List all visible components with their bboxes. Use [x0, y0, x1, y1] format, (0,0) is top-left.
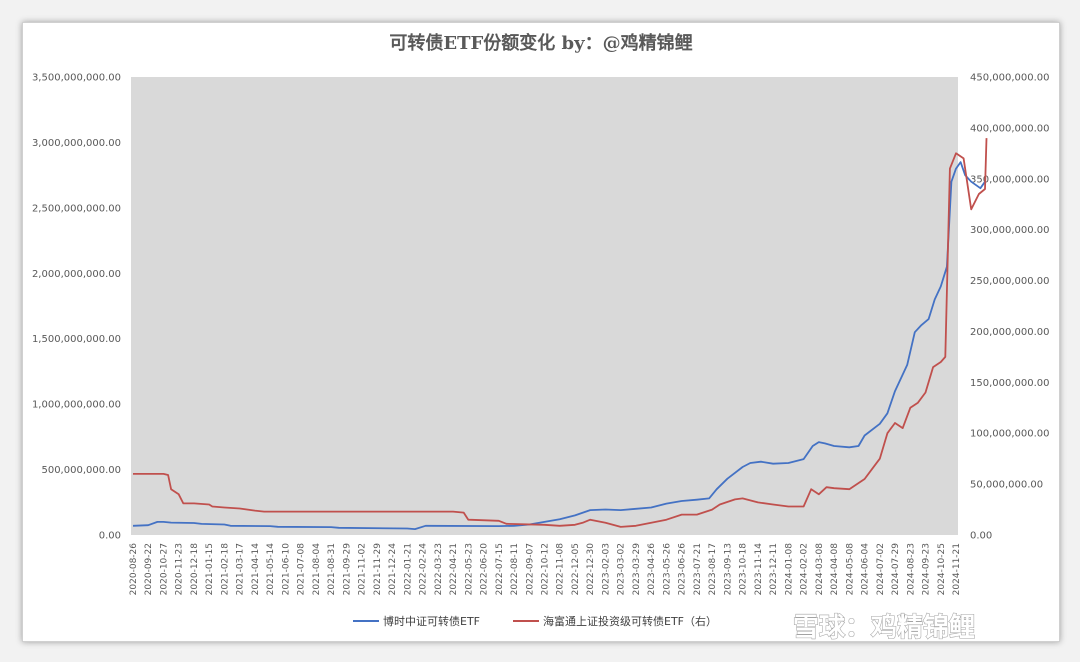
x-tick-label: 2023-03-02 [617, 543, 627, 595]
x-tick-label: 2024-06-04 [861, 543, 871, 596]
x-tick-label: 2024-05-08 [845, 543, 855, 596]
x-tick-label: 2020-10-27 [159, 543, 169, 595]
x-tick-label: 2021-11-29 [373, 543, 383, 596]
left-tick-label: 1,500,000,000.00 [32, 334, 121, 345]
x-tick-label: 2021-07-08 [297, 543, 307, 596]
x-tick-label: 2023-09-13 [723, 543, 733, 595]
x-tick-label: 2020-12-18 [190, 543, 200, 596]
watermark-text: 雪球：鸡精锦鲤 [793, 612, 975, 641]
x-tick-label: 2023-06-26 [678, 543, 688, 596]
x-tick-label: 2023-11-14 [754, 543, 764, 596]
series-line-2 [133, 138, 988, 528]
x-tick-label: 2021-11-02 [358, 543, 368, 595]
left-axis: 0.00 500,000,000.00 1,000,000,000.00 1,500,… [32, 73, 121, 542]
x-tick-label: 2023-12-11 [769, 543, 779, 595]
right-tick-label: 400,000,000.00 [970, 123, 1050, 134]
x-tick-label: 2023-02-03 [601, 543, 611, 595]
right-tick-label: 300,000,000.00 [970, 225, 1050, 236]
x-tick-label: 2021-03-17 [236, 543, 246, 595]
left-tick-label: 3,500,000,000.00 [32, 73, 121, 84]
x-tick-label: 2020-09-22 [144, 543, 154, 595]
x-tick-label: 2023-07-21 [693, 543, 703, 595]
legend-label: 海富通上证投资级可转债ETF（右） [543, 614, 717, 628]
right-tick-label: 0.00 [970, 531, 992, 542]
x-tick-label: 2022-04-21 [449, 543, 459, 595]
left-tick-label: 1,000,000,000.00 [32, 400, 121, 411]
x-tick-label: 2021-12-24 [388, 543, 398, 596]
x-tick-label: 2021-05-14 [266, 543, 276, 596]
x-tick-label: 2022-05-23 [464, 543, 474, 595]
right-tick-label: 250,000,000.00 [970, 276, 1050, 287]
left-tick-label: 500,000,000.00 [41, 465, 121, 476]
x-tick-label: 2022-03-23 [434, 543, 444, 595]
series-line-1 [132, 161, 986, 530]
x-axis: 2020-08-26 2020-09-22 2020-10-27 2020-11-23… [129, 543, 962, 596]
x-tick-label: 2021-09-29 [342, 543, 352, 596]
right-tick-label: 450,000,000.00 [970, 73, 1050, 84]
x-tick-label: 2022-07-15 [495, 543, 505, 595]
x-tick-label: 2021-08-31 [327, 543, 337, 595]
x-tick-label: 2021-08-04 [312, 543, 322, 596]
chart-svg: 可转债ETF份额变化 by：@鸡精锦鲤 0.00 500,000,000.00 1,… [32, 32, 1050, 641]
x-tick-label: 2021-06-10 [281, 543, 291, 596]
x-tick-label: 2024-09-23 [922, 543, 932, 595]
x-tick-label: 2022-01-21 [403, 543, 413, 595]
plot-area [131, 77, 958, 535]
x-tick-label: 2021-02-18 [220, 543, 230, 596]
x-tick-label: 2021-04-14 [251, 543, 261, 596]
x-tick-label: 2020-08-26 [129, 543, 139, 596]
x-tick-label: 2024-08-23 [906, 543, 916, 595]
x-tick-label: 2024-03-08 [815, 543, 825, 596]
x-tick-label: 2022-10-12 [541, 543, 551, 595]
right-tick-label: 100,000,000.00 [970, 429, 1050, 440]
x-tick-label: 2023-08-17 [708, 543, 718, 595]
x-tick-label: 2022-08-11 [510, 543, 520, 595]
right-axis: 0.00 50,000,000.00 100,000,000.00 150,000,0… [970, 73, 1050, 542]
right-tick-label: 50,000,000.00 [970, 480, 1043, 491]
x-tick-label: 2022-12-30 [586, 543, 596, 596]
series-lines [132, 138, 988, 530]
legend-label: 博时中证可转债ETF [383, 614, 480, 628]
x-tick-label: 2024-10-25 [937, 543, 947, 595]
chart-card: 可转债ETF份额变化 by：@鸡精锦鲤 0.00 500,000,000.00 1,… [22, 22, 1060, 642]
x-tick-label: 2020-11-23 [175, 543, 185, 595]
left-tick-label: 2,000,000,000.00 [32, 269, 121, 280]
x-tick-label: 2023-04-26 [647, 543, 657, 596]
x-tick-label: 2022-02-24 [419, 543, 429, 596]
right-tick-label: 200,000,000.00 [970, 327, 1050, 338]
x-tick-label: 2022-09-07 [525, 543, 535, 595]
left-tick-label: 2,500,000,000.00 [32, 203, 121, 214]
x-tick-label: 2023-05-26 [662, 543, 672, 596]
x-tick-label: 2024-01-08 [784, 543, 794, 596]
left-tick-label: 0.00 [99, 531, 121, 542]
x-tick-label: 2024-04-08 [830, 543, 840, 596]
x-tick-label: 2022-12-05 [571, 543, 581, 595]
legend: 博时中证可转债ETF 海富通上证投资级可转债ETF（右） [353, 614, 717, 628]
x-tick-label: 2022-06-20 [480, 543, 490, 596]
x-tick-label: 2024-07-29 [891, 543, 901, 596]
x-tick-label: 2024-07-02 [876, 543, 886, 595]
x-tick-label: 2024-02-02 [800, 543, 810, 595]
left-tick-label: 3,000,000,000.00 [32, 138, 121, 149]
x-tick-label: 2023-03-29 [632, 543, 642, 596]
x-tick-label: 2024-11-21 [952, 543, 962, 595]
x-tick-label: 2023-10-18 [739, 543, 749, 596]
chart-title: 可转债ETF份额变化 by：@鸡精锦鲤 [389, 32, 692, 54]
x-tick-label: 2022-11-08 [556, 543, 566, 596]
x-tick-label: 2021-01-15 [205, 543, 215, 595]
right-tick-label: 150,000,000.00 [970, 378, 1050, 389]
right-tick-label: 350,000,000.00 [970, 174, 1050, 185]
